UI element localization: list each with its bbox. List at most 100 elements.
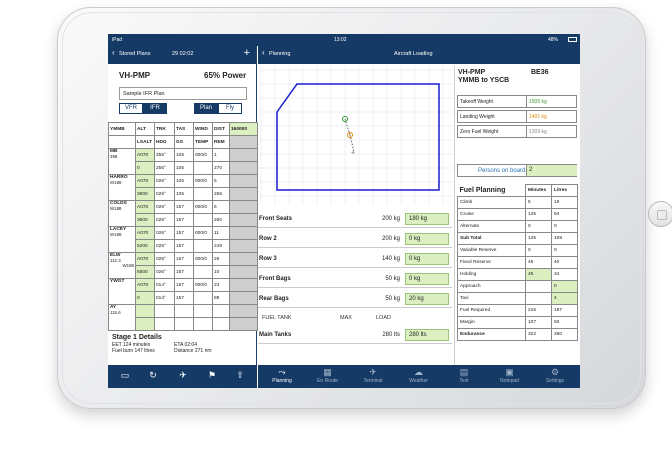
- waypoint-row[interactable]: COLDS W188 A070 026° 157 000/0 5: [108, 200, 258, 227]
- fp-cell[interactable]: A070: [135, 252, 155, 266]
- loading-row: Rear Bags 50 kg 20 kg: [258, 290, 452, 308]
- fuel-row-name: Margin: [457, 316, 526, 329]
- fp-cell: [229, 278, 258, 292]
- waypoint-name[interactable]: MB 398: [108, 148, 136, 175]
- status-bar: iPad 13:02 48%: [108, 34, 580, 46]
- fp-cell[interactable]: 0: [135, 291, 155, 305]
- fp-header-cell: TEMP: [193, 135, 213, 149]
- tab-en-route[interactable]: ▦ En Route: [307, 367, 349, 384]
- stage-eta: ETA 02:04: [174, 342, 197, 348]
- waypoint-name[interactable]: AY 115.6: [108, 304, 136, 331]
- fp-cell: 255°: [154, 161, 175, 175]
- back-chevron-icon[interactable]: ‹: [262, 48, 265, 57]
- fp-cell[interactable]: 0: [135, 161, 155, 175]
- fp-cell: 000/0: [193, 174, 213, 188]
- station-load-input[interactable]: 0 kg: [405, 233, 449, 245]
- ifr-toggle[interactable]: IFR: [143, 103, 167, 114]
- station-load-input[interactable]: 20 kg: [405, 293, 449, 305]
- fp-cell[interactable]: A070: [135, 148, 155, 162]
- fuel-litres[interactable]: 4: [551, 292, 578, 305]
- waypoint-name[interactable]: COLDS W188: [108, 200, 136, 227]
- fp-cell: [193, 291, 213, 305]
- vfr-toggle[interactable]: VFR: [119, 103, 143, 114]
- fp-cell[interactable]: A070: [135, 200, 155, 214]
- fp-cell[interactable]: 5500: [135, 265, 155, 279]
- fuel-row-name: Approach: [457, 280, 526, 293]
- fp-cell: 157: [174, 239, 194, 253]
- add-plan-button[interactable]: +: [243, 47, 250, 59]
- waypoint-row[interactable]: YWGT A070 014° 157 000/0 23: [108, 278, 258, 305]
- flag-icon[interactable]: ⚑: [207, 370, 217, 380]
- waypoint-row[interactable]: 0 255° 105 270: [109, 161, 258, 175]
- summary-registration: VH-PMP YMMB to YSCB: [458, 69, 509, 85]
- waypoint-name[interactable]: YWGT: [108, 278, 136, 305]
- fp-cell[interactable]: 3600: [135, 213, 155, 227]
- tab-label: Settings: [545, 378, 565, 384]
- home-button[interactable]: [648, 201, 672, 227]
- waypoint-ident: ELW: [110, 253, 121, 259]
- minutes-header: Minutes: [525, 184, 552, 197]
- waypoint-row[interactable]: MB 398 A070 255° 105 000/0 1: [108, 148, 258, 175]
- plan-name-field[interactable]: Sample IFR Plan: [119, 87, 247, 100]
- tank-load-input[interactable]: 280 lts: [405, 329, 449, 341]
- tab-text[interactable]: ▤ Text: [443, 367, 485, 384]
- waypoint-name[interactable]: LACEY W188: [108, 226, 136, 253]
- fp-cell: [154, 304, 175, 318]
- station-load-input[interactable]: 0 kg: [405, 273, 449, 285]
- waypoint-row[interactable]: 5200 026° 157 249: [109, 239, 258, 253]
- back-stored-plans-button[interactable]: Stored Plans: [119, 51, 151, 57]
- tab-weather[interactable]: ☁ Weather: [398, 367, 440, 384]
- fuel-minutes[interactable]: 45: [525, 268, 552, 281]
- tab-planning[interactable]: ⤳ Planning: [261, 367, 303, 384]
- weight-row: Zero Fuel Weight 1309 kg: [457, 125, 577, 138]
- waypoint-name[interactable]: HARRO W188: [108, 174, 136, 201]
- station-load-input[interactable]: 0 kg: [405, 253, 449, 265]
- fuel-row: Endurance 322 280: [457, 328, 578, 341]
- fuel-row-name: Variable Reserve: [457, 244, 526, 257]
- stage-title: Stage 1 Details: [112, 334, 162, 341]
- fp-cell: [193, 213, 213, 227]
- fp-cell[interactable]: [135, 304, 155, 318]
- fuel-minutes: 0: [525, 244, 552, 257]
- share-icon[interactable]: ⇧: [236, 370, 244, 380]
- fly-toggle[interactable]: Fly: [218, 103, 242, 114]
- waypoint-row[interactable]: HARRO W188 A070 026° 105 000/0 5: [108, 174, 258, 201]
- waypoint-name[interactable]: ELW 112.3 W188: [108, 252, 136, 279]
- tab-terminal[interactable]: ✈ Terminal: [352, 367, 394, 384]
- pob-input[interactable]: 2: [526, 165, 577, 176]
- aircraft-registration: VH-PMP: [119, 71, 151, 80]
- plan-toggle[interactable]: Plan: [194, 103, 218, 114]
- plane-icon[interactable]: ✈: [179, 370, 187, 380]
- tab-notepad[interactable]: ▣ Notepad: [489, 367, 531, 384]
- map-icon: ▦: [323, 367, 332, 377]
- back-planning-button[interactable]: Planning: [269, 51, 291, 57]
- waypoint-row[interactable]: [109, 317, 258, 331]
- power-setting: 65% Power: [204, 71, 247, 80]
- ipad-screen: iPad 13:02 48% ‹ Stored Plans 29 02:02 +…: [108, 34, 580, 388]
- folder-icon[interactable]: ▭: [120, 370, 130, 380]
- fp-cell: 026°: [154, 239, 175, 253]
- fp-header-cell: [229, 135, 258, 149]
- fuel-litres[interactable]: 0: [551, 280, 578, 293]
- waypoint-row[interactable]: ELW 112.3 W188 A070 026° 157 000/0 26: [108, 252, 258, 279]
- fp-cell[interactable]: 5200: [135, 239, 155, 253]
- waypoint-row[interactable]: LACEY W188 A070 026° 157 000/0 11: [108, 226, 258, 253]
- tab-settings[interactable]: ⚙ Settings: [534, 367, 576, 384]
- fp-cell: 11: [212, 226, 230, 240]
- station-max: 200 kg: [381, 236, 400, 242]
- fp-cell[interactable]: A070: [135, 278, 155, 292]
- waypoint-row[interactable]: 3600 026° 105 265: [109, 187, 258, 201]
- fp-cell[interactable]: [135, 317, 155, 331]
- refresh-icon[interactable]: ↻: [149, 370, 157, 380]
- fuel-row-name: Holding: [457, 268, 526, 281]
- fp-header-cell: ALT: [135, 122, 155, 136]
- station-load-input[interactable]: 180 kg: [405, 213, 449, 225]
- back-chevron-icon[interactable]: ‹: [112, 48, 115, 57]
- fp-cell[interactable]: 3600: [135, 187, 155, 201]
- waypoint-row[interactable]: AY 115.6: [108, 304, 258, 331]
- battery-icon: [568, 37, 577, 42]
- fp-cell[interactable]: A070: [135, 174, 155, 188]
- fp-cell[interactable]: A070: [135, 226, 155, 240]
- fp-cell: 014°: [154, 278, 175, 292]
- takeoff-cg-point: [342, 116, 348, 122]
